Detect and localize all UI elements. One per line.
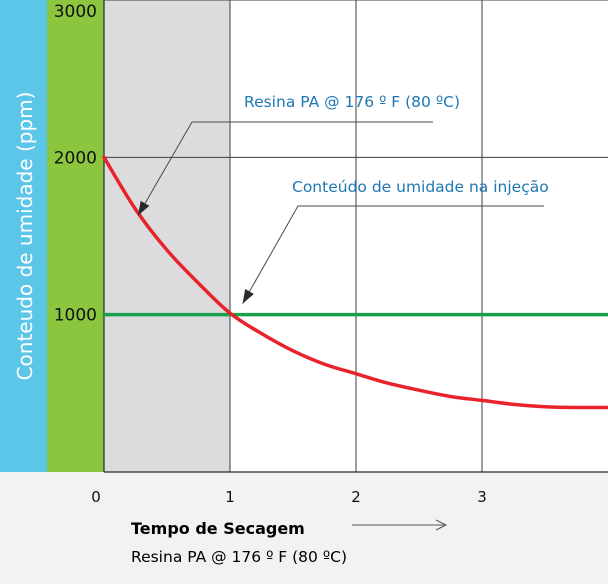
y-axis-label: Conteudo de umidade (ppm)	[13, 92, 37, 381]
annotation-arrowhead	[242, 289, 254, 304]
annotation-leader	[242, 205, 544, 304]
x-tick-label: 2	[351, 488, 361, 506]
y-tick-labels: 1000 2000 3000	[54, 2, 97, 326]
x-tick-label: 0	[91, 488, 101, 506]
x-tick-labels: 0 1 2 3	[91, 488, 487, 506]
x-direction-arrow	[352, 519, 448, 531]
y-tick-label: 2000	[54, 148, 97, 168]
annotation-label-resin: Resina PA @ 176 º F (80 ºC)	[244, 93, 460, 111]
x-tick-label: 3	[477, 488, 487, 506]
annotation-layer	[137, 121, 544, 304]
series-layer	[102, 155, 608, 410]
x-axis-label: Tempo de Secagem	[131, 519, 305, 538]
shaded-region	[104, 0, 230, 472]
annotation-arrowhead	[138, 200, 150, 216]
x-tick-label: 1	[225, 488, 235, 506]
y-tick-label: 1000	[54, 306, 97, 326]
y-axis-band	[47, 0, 104, 472]
annotation-leader	[137, 121, 433, 216]
y-tick-label: 3000	[54, 2, 97, 22]
annotation-label-injection-moisture: Conteúdo de umidade na injeção	[292, 178, 549, 196]
ylabel-band	[0, 0, 47, 472]
x-axis-sublabel: Resina PA @ 176 º F (80 ºC)	[131, 548, 347, 566]
series-line	[102, 155, 608, 410]
